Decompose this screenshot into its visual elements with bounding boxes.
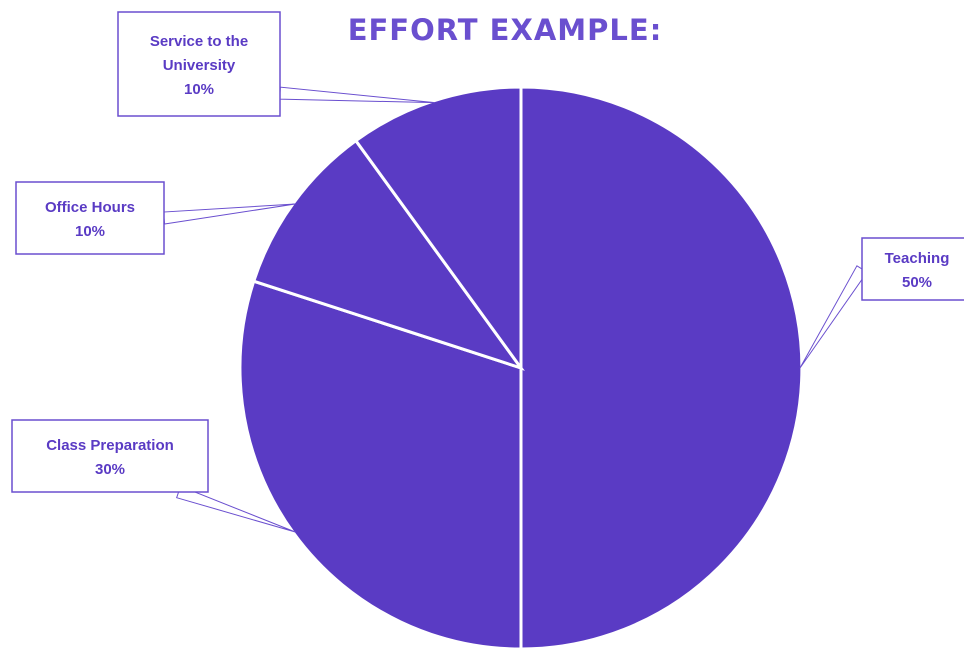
slice-category-label: Class Preparation (46, 437, 174, 454)
callout-box (861, 237, 964, 301)
pie-slice-teaching (519, 85, 804, 648)
callout-pointer (162, 203, 296, 225)
slice-percent-label: 30% (95, 461, 125, 478)
callout-pointer (279, 86, 435, 104)
slice-category-label: Office Hours (45, 199, 135, 216)
slice-percent-label: 50% (902, 274, 932, 291)
slice-percent-label: 10% (184, 81, 214, 98)
slice-category-label: Service to the (150, 33, 248, 50)
chart-title: EFFORT EXAMPLE: (348, 13, 663, 47)
pie-slice-office-hours (251, 138, 525, 371)
pie-slices (238, 85, 804, 648)
pie-slice-service-to-the-university (353, 85, 523, 373)
callout-box (15, 181, 165, 255)
slice-percent-label: 10% (75, 223, 105, 240)
slice-category-label: Teaching (885, 250, 950, 267)
pie-callouts: Teaching 50% Class Preparation 30% Office Ho… (11, 11, 964, 533)
slice-category-label: University (163, 57, 236, 74)
callout-pointer (799, 265, 868, 369)
callout-box (117, 11, 281, 117)
pie-slice-class-preparation (238, 279, 523, 648)
callout-box (11, 419, 209, 493)
